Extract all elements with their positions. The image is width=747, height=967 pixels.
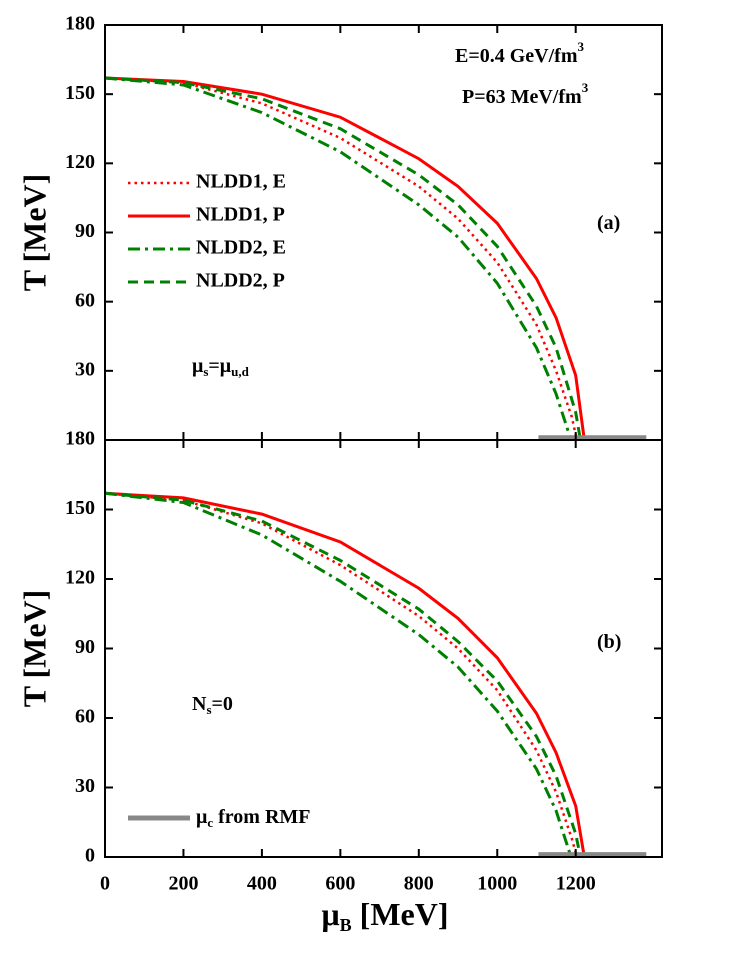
data-line <box>104 76 573 441</box>
x-label-sub: B <box>340 915 352 935</box>
x-tick-label: 800 <box>404 873 434 895</box>
y-tick-label: 90 <box>75 636 95 658</box>
annotation-sub: s <box>206 702 211 717</box>
legend-text: μ <box>196 806 208 828</box>
annotations-a: E=0.4 GeV/fm3 P=63 MeV/fm3 (a) μs=μu,d <box>192 39 620 379</box>
legend-label: NLDD2, P <box>196 270 285 292</box>
y-tick-label: 0 <box>85 845 95 867</box>
y-tick-label: 120 <box>65 567 95 589</box>
x-tick-label: 1200 <box>556 873 596 895</box>
data-line <box>104 492 579 858</box>
annotation-text: N <box>192 693 207 715</box>
y-tick-label: 180 <box>65 428 95 450</box>
data-line <box>104 491 582 858</box>
annotation-text: (a) <box>597 212 620 234</box>
annotation: Ns=0 <box>192 693 233 717</box>
annotation-text: (b) <box>597 631 621 653</box>
data-line <box>104 491 573 858</box>
x-axis-label: μB [MeV] <box>322 896 449 935</box>
x-tick-label: 600 <box>325 873 355 895</box>
annotation-text: P=63 MeV/fm <box>462 86 582 108</box>
annotation: P=63 MeV/fm3 <box>462 80 589 108</box>
data-line <box>104 76 579 441</box>
y-tick-label: 150 <box>65 82 95 104</box>
annotation-text: =0 <box>212 693 233 715</box>
data-line <box>104 76 586 441</box>
y-tick-label: 30 <box>75 775 95 797</box>
x-tick-label: 400 <box>247 873 277 895</box>
y-tick-label: 120 <box>65 151 95 173</box>
annotation-text: μ <box>192 355 204 377</box>
y-tick-label: 30 <box>75 358 95 380</box>
y-tick-label: 60 <box>75 289 95 311</box>
annotations-b: (b) Ns=0 <box>192 631 621 717</box>
annotation: μs=μu,d <box>192 355 250 379</box>
y-axis-label: T [MeV] <box>16 174 52 292</box>
x-tick-label: 0 <box>100 873 110 895</box>
legend-sub: c <box>207 815 213 830</box>
legend-label: NLDD2, E <box>196 237 286 259</box>
x-label-text: μ <box>322 896 340 932</box>
panel: 0 30 60 90 120 150 180 0 200 400 600 800 1000 1200 T [… <box>16 428 663 895</box>
y-tick-label: 180 <box>65 13 95 35</box>
annotation-text: E=0.4 GeV/fm <box>455 45 578 67</box>
annotation-sub: s <box>203 364 208 379</box>
annotation: (a) <box>597 212 620 234</box>
data-line <box>104 76 582 441</box>
annotation-sub: u,d <box>231 364 249 379</box>
annotation: (b) <box>597 631 621 653</box>
x-label-text: [MeV] <box>352 896 449 932</box>
annotation-sup: 3 <box>582 80 589 95</box>
legend-text: from RMF <box>213 806 310 828</box>
panel: 30 60 90 120 150 180 T [MeV] NLDD1, E NLDD1, P NL… <box>16 13 663 441</box>
legend-label: NLDD1, P <box>196 204 285 226</box>
y-axis-label: T [MeV] <box>16 590 52 708</box>
data-line <box>104 491 586 858</box>
x-tick-label: 1000 <box>477 873 517 895</box>
annotation-sup: 3 <box>578 39 585 54</box>
legend-label: μc from RMF <box>196 806 311 830</box>
annotation: E=0.4 GeV/fm3 <box>455 39 585 67</box>
y-tick-label: 60 <box>75 706 95 728</box>
y-tick-label: 90 <box>75 220 95 242</box>
y-tick-label: 150 <box>65 497 95 519</box>
x-tick-label: 200 <box>168 873 198 895</box>
annotation-text: =μ <box>208 355 231 377</box>
legend-label: NLDD1, E <box>196 171 286 193</box>
